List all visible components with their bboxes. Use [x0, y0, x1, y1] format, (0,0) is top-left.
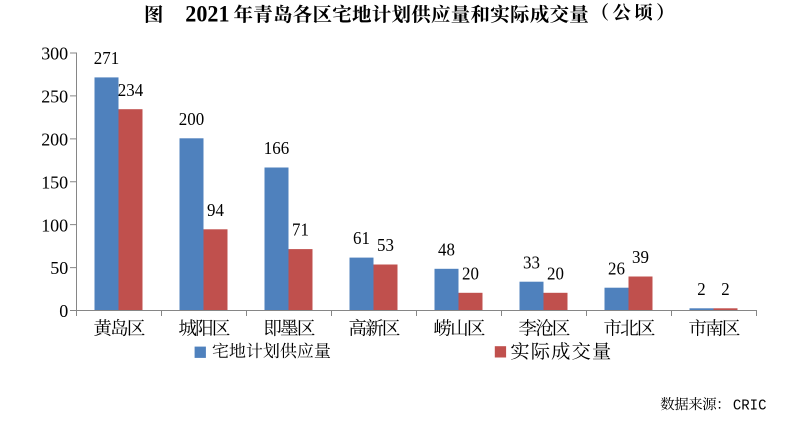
- svg-text:39: 39: [632, 247, 649, 267]
- svg-text:50: 50: [50, 258, 68, 278]
- svg-text:150: 150: [41, 172, 68, 192]
- svg-text:250: 250: [41, 87, 68, 107]
- svg-text:61: 61: [353, 228, 370, 248]
- svg-text:2021: 2021: [185, 2, 229, 27]
- svg-text:2: 2: [697, 279, 705, 299]
- svg-text:234: 234: [118, 80, 143, 100]
- svg-text:0: 0: [59, 301, 68, 321]
- svg-text:33: 33: [523, 252, 540, 272]
- svg-text:20: 20: [462, 263, 479, 283]
- svg-text:300: 300: [41, 44, 68, 64]
- svg-text:71: 71: [292, 220, 309, 240]
- svg-text:94: 94: [207, 200, 224, 220]
- svg-text:166: 166: [264, 138, 289, 158]
- svg-text:200: 200: [179, 109, 204, 129]
- svg-text:200: 200: [41, 129, 68, 149]
- svg-text:20: 20: [547, 263, 564, 283]
- svg-text:53: 53: [377, 235, 394, 255]
- svg-text:26: 26: [608, 258, 625, 278]
- svg-text:48: 48: [438, 239, 455, 259]
- svg-text:2: 2: [721, 279, 729, 299]
- svg-text:CRIC: CRIC: [733, 398, 767, 415]
- svg-text:100: 100: [41, 215, 68, 235]
- svg-text:271: 271: [94, 48, 119, 68]
